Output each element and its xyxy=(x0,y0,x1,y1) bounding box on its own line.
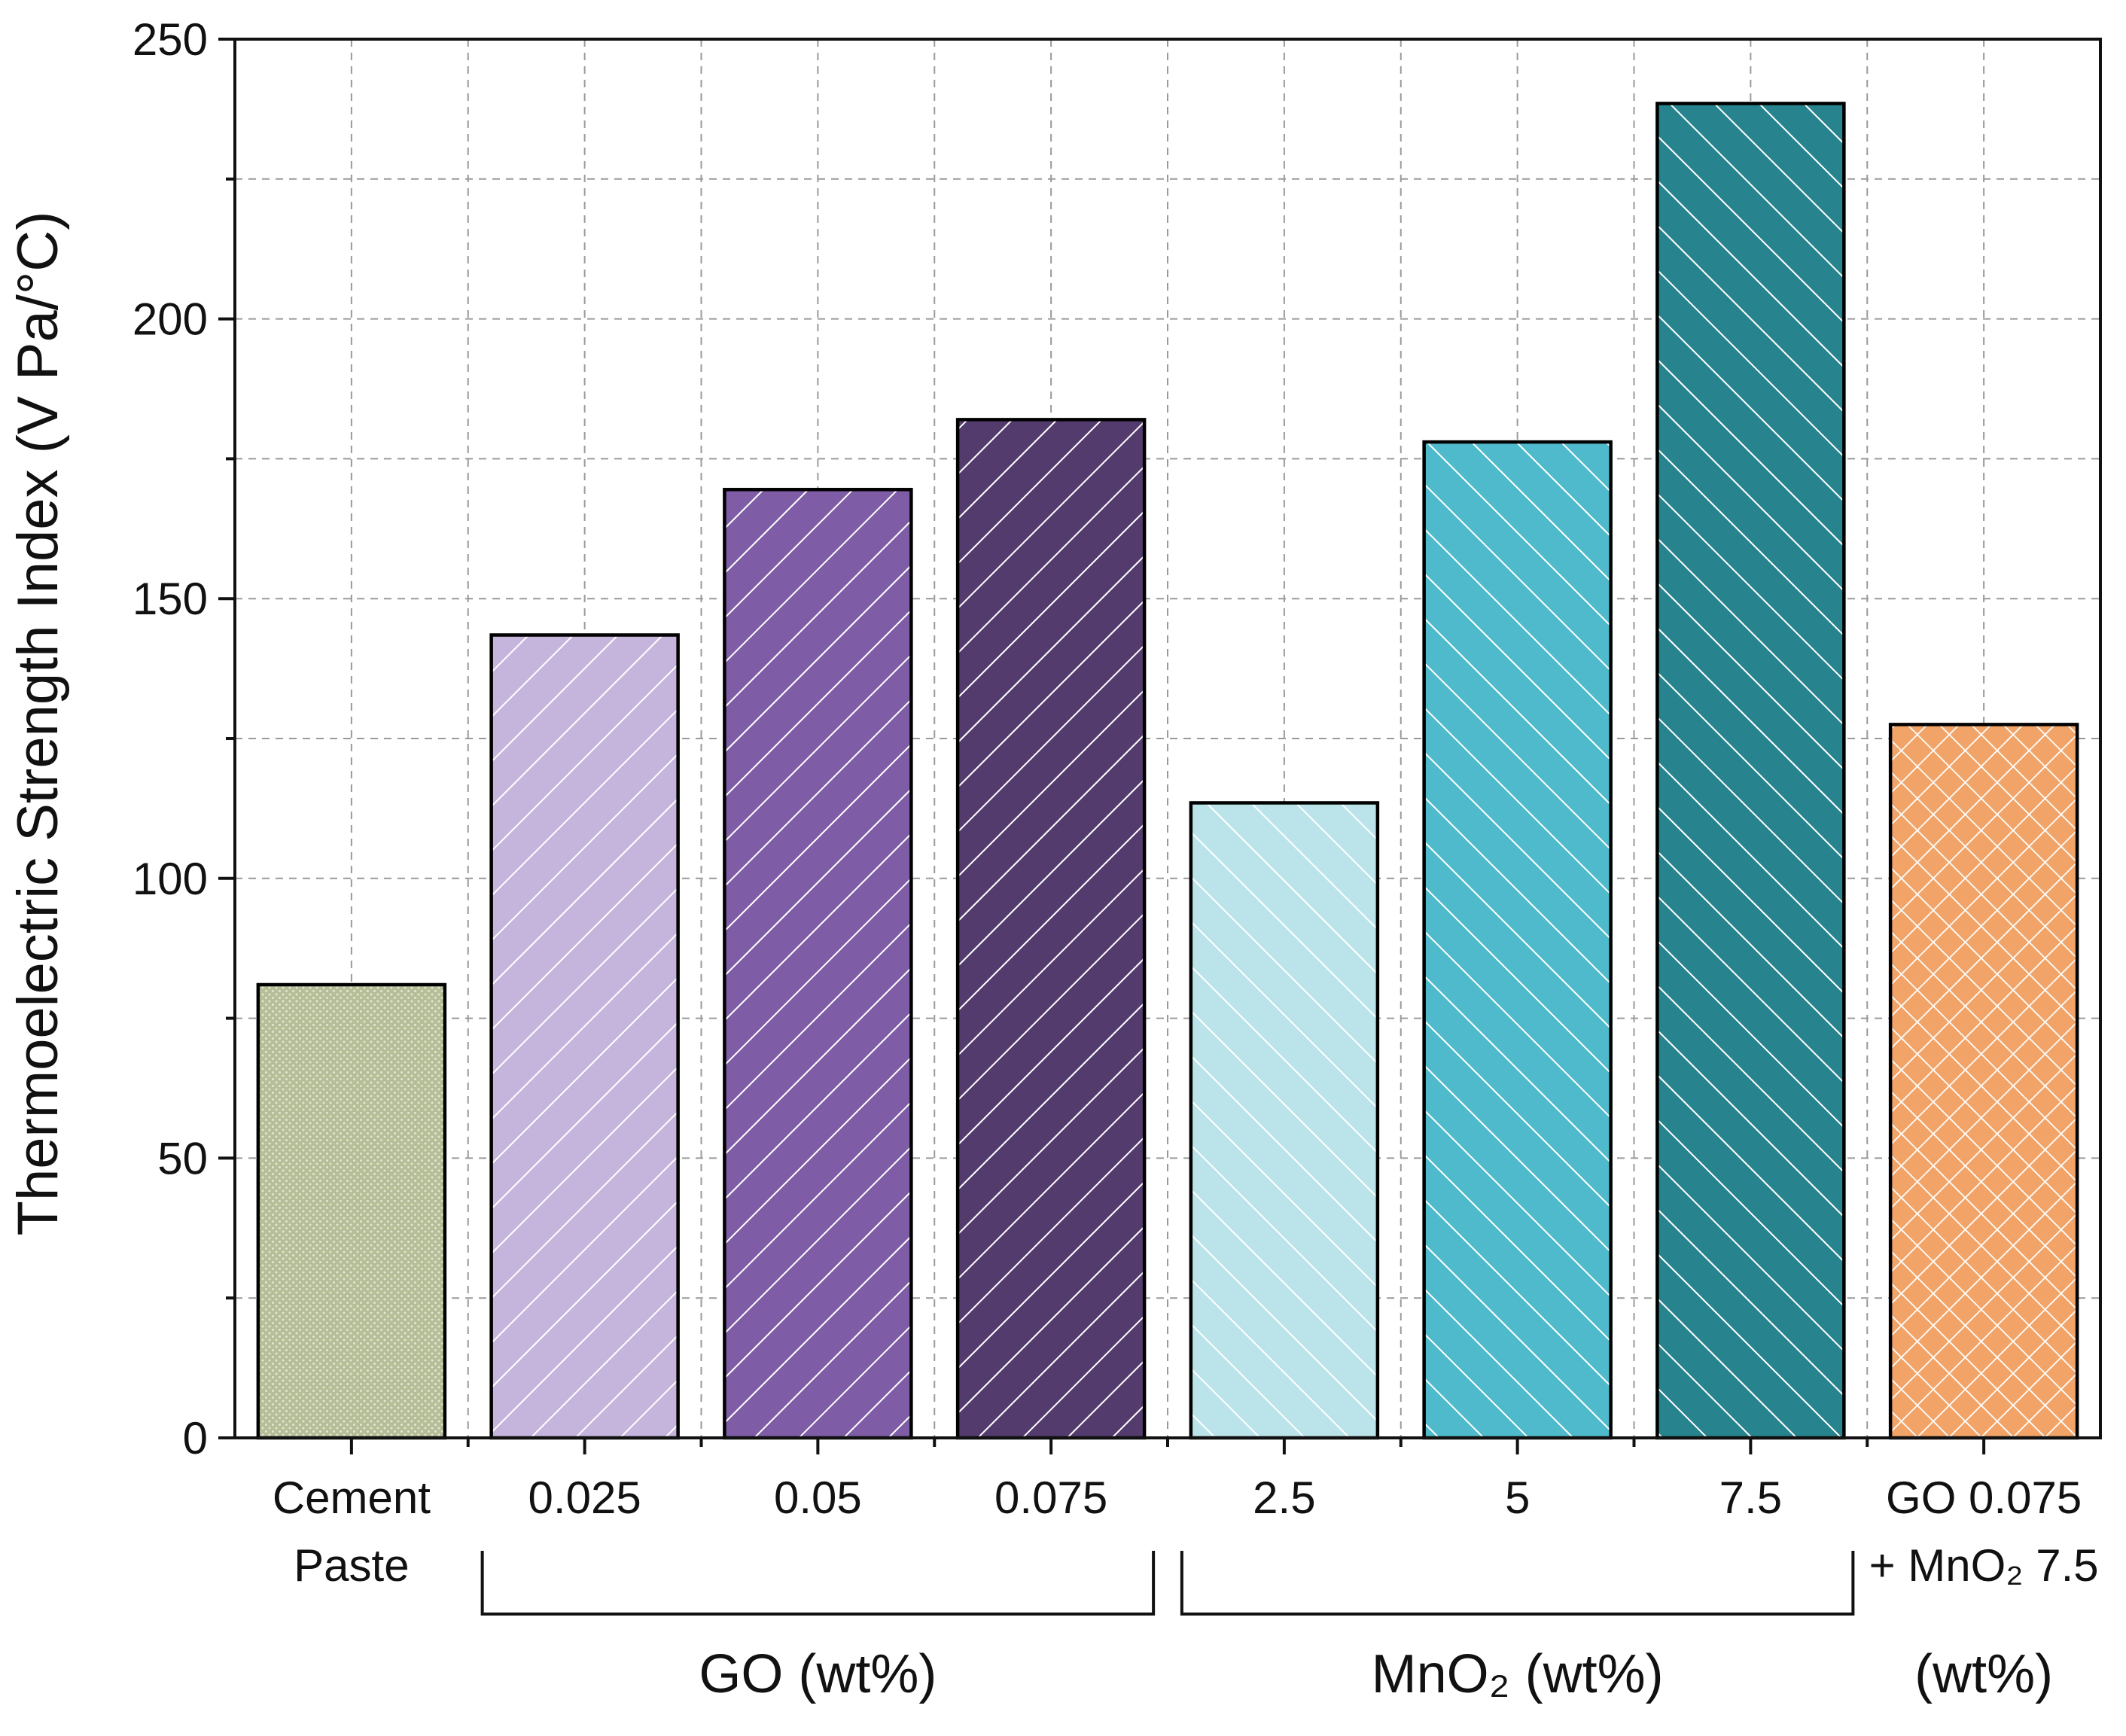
x-tick-label: Paste xyxy=(294,1540,409,1591)
bar xyxy=(1888,723,2079,1440)
bar-hatch xyxy=(1657,103,1844,1438)
bar-hatch xyxy=(257,985,445,1438)
bar-hatch xyxy=(491,635,678,1438)
bar xyxy=(955,418,1147,1440)
x-tick-label: Cement xyxy=(273,1473,431,1523)
y-tick-label: 200 xyxy=(132,294,208,345)
y-tick-label: 100 xyxy=(132,854,208,904)
x-tick-label: 2.5 xyxy=(1253,1473,1315,1523)
bar-hatch xyxy=(1890,724,2078,1438)
bar-hatch xyxy=(724,489,912,1438)
group-brackets: GO (wt%) MnO₂ (wt%) (wt%) xyxy=(480,1551,2053,1704)
axis-ticks xyxy=(218,38,1986,1454)
y-tick-label: 250 xyxy=(132,14,208,65)
x-tick-label: GO 0.075 xyxy=(1886,1473,2082,1523)
bars xyxy=(256,102,2079,1440)
bar-hatch xyxy=(1424,442,1611,1438)
group-label: (wt%) xyxy=(1914,1644,2053,1704)
x-tick-label: 0.025 xyxy=(528,1473,641,1523)
group-bracket xyxy=(480,1551,1156,1616)
group-label: MnO₂ (wt%) xyxy=(1372,1644,1664,1704)
x-tick-label: 0.075 xyxy=(994,1473,1107,1523)
y-axis-title: Thermoelectric Strength Index (V Pa/°C) xyxy=(6,212,70,1236)
x-tick-label: + MnO₂ 7.5 xyxy=(1869,1540,2099,1591)
bar xyxy=(723,488,913,1440)
y-tick-label: 50 xyxy=(157,1133,208,1183)
bar xyxy=(489,633,680,1440)
axis-labels: 0 50 100 150 200 250 Cement Paste 0.025 0.05 0.075… xyxy=(132,14,2099,1591)
x-tick-label: 0.05 xyxy=(774,1473,862,1523)
group-label: GO (wt%) xyxy=(699,1644,937,1704)
group-bracket xyxy=(1180,1551,1855,1616)
y-tick-label: 150 xyxy=(132,574,208,624)
x-tick-label: 7.5 xyxy=(1719,1473,1782,1523)
x-tick-label: 5 xyxy=(1505,1473,1530,1523)
bar xyxy=(1422,440,1613,1440)
bar xyxy=(1655,102,1846,1440)
bar-hatch xyxy=(958,419,1145,1438)
bar-hatch xyxy=(1190,803,1378,1438)
bar xyxy=(1189,801,1380,1440)
y-tick-label: 0 xyxy=(183,1413,208,1463)
bar xyxy=(256,982,447,1440)
